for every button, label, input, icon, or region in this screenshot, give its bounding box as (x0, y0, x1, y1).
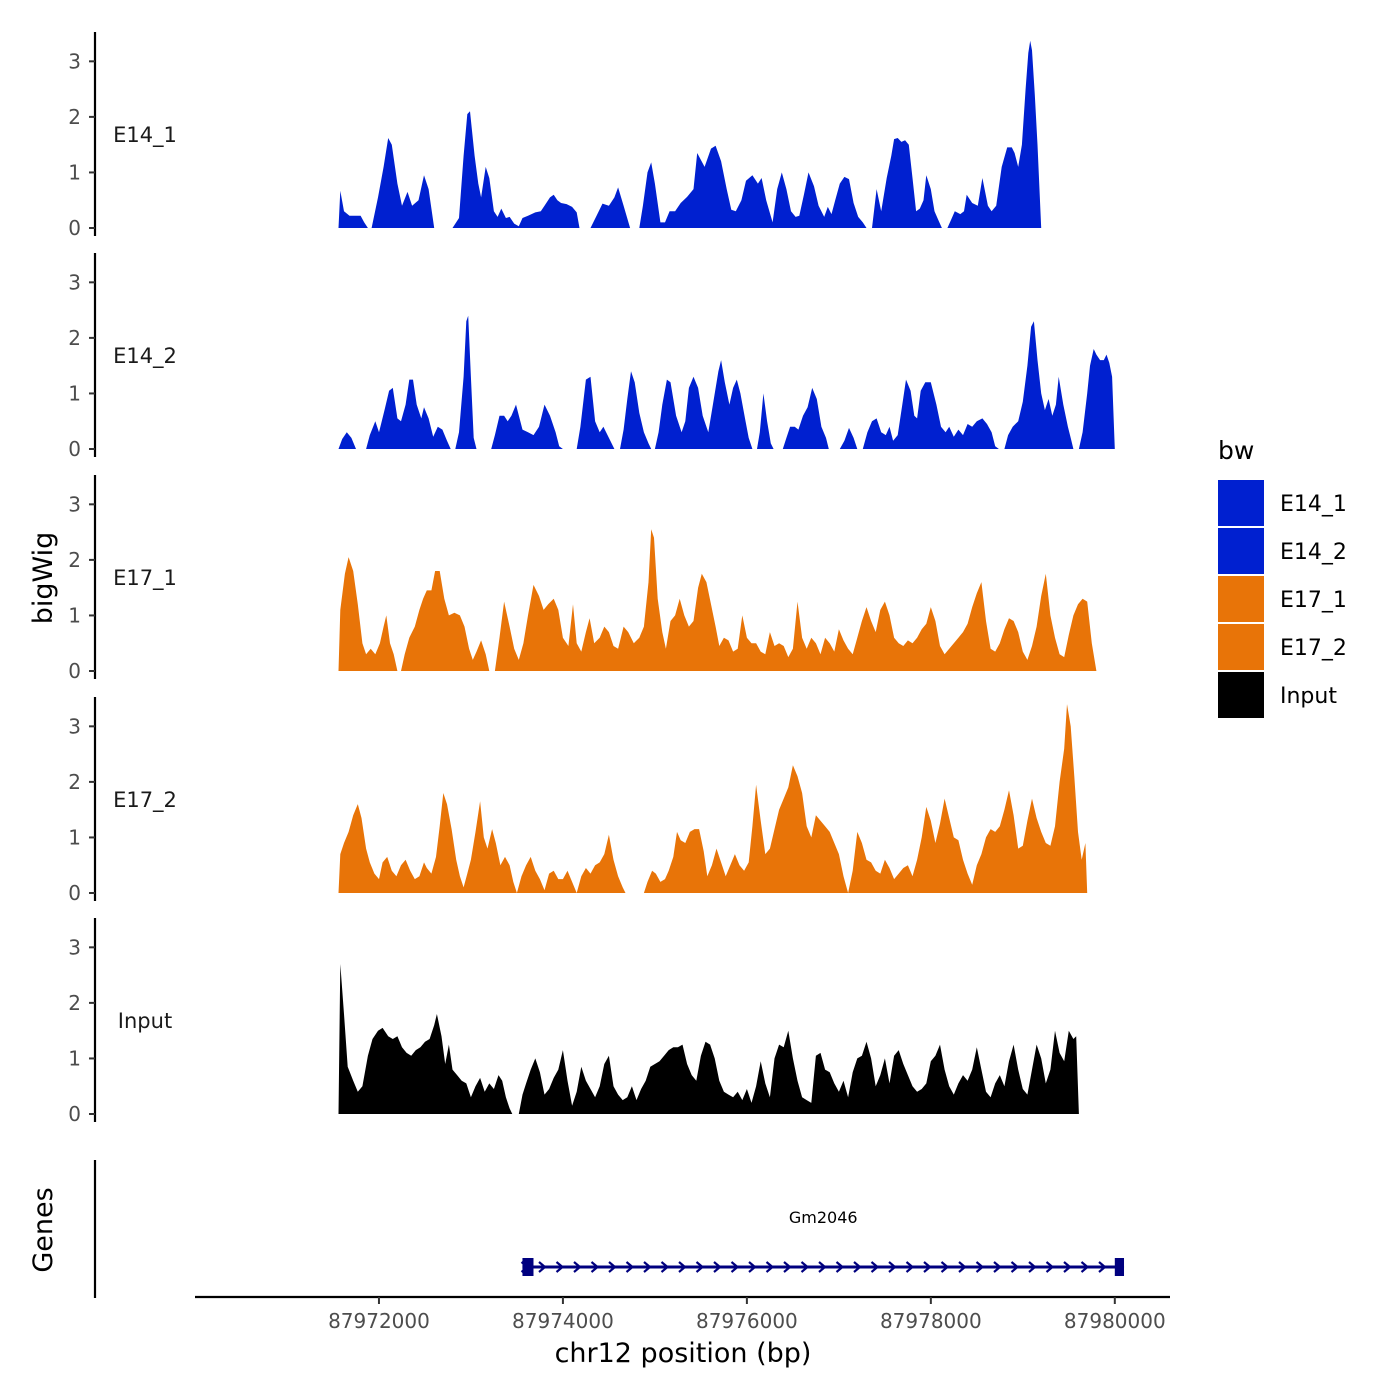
exon (522, 1258, 534, 1276)
strand-arrow (748, 1261, 757, 1273)
legend-swatch (1218, 480, 1264, 526)
strand-arrow (678, 1261, 687, 1273)
legend-label: E14_2 (1280, 540, 1347, 565)
legend-swatch (1218, 624, 1264, 670)
signal-area (338, 315, 1170, 449)
strand-arrow (625, 1261, 635, 1273)
strand-arrow (800, 1261, 810, 1273)
strand-arrow (1098, 1261, 1107, 1273)
track-e14-1: 0 1 2 3 E14_1 (68, 32, 1170, 240)
signal-tracks: 0 1 2 3 E14_1 0 1 2 3 E14_2 0 1 2 3 E17_1 0 1 2 3 E17_2 0 1 2 3… (68, 32, 1170, 1126)
gene: Gm2046 (520, 1208, 1125, 1276)
strand-arrow (958, 1261, 967, 1273)
y-tick-label: 1 (68, 1046, 81, 1070)
strand-arrow (608, 1261, 617, 1273)
x-tick-label: 87972000 (328, 1309, 430, 1333)
signal-area (338, 40, 1170, 228)
track-label: E14_2 (113, 344, 177, 369)
track-e17-2: 0 1 2 3 E17_2 (68, 697, 1170, 905)
x-tick-label: 87976000 (696, 1309, 798, 1333)
signal-area (338, 529, 1170, 671)
y-tick-label: 1 (68, 603, 81, 627)
strand-arrow (713, 1261, 722, 1273)
strand-arrow (853, 1261, 862, 1273)
strand-arrow (993, 1261, 1002, 1273)
strand-arrow (923, 1261, 932, 1273)
legend-swatch (1218, 672, 1264, 718)
signal-area (338, 964, 1170, 1114)
track-input: 0 1 2 3 Input (68, 918, 1170, 1126)
strand-arrow (1045, 1261, 1055, 1273)
strand-arrow (660, 1261, 670, 1273)
y-tick-label: 2 (68, 770, 81, 794)
x-tick-label: 87980000 (1064, 1309, 1166, 1333)
x-tick-label: 87978000 (880, 1309, 982, 1333)
strand-arrow (870, 1261, 880, 1273)
legend-swatch (1218, 576, 1264, 622)
track-label: Input (118, 1009, 172, 1033)
gene-track: Gm2046 (93, 1160, 1125, 1298)
strand-arrow (940, 1261, 950, 1273)
y-tick-label: 0 (68, 216, 81, 240)
x-axis: 87972000 87974000 87976000 87978000 87980000 (195, 1295, 1170, 1333)
strand-arrow (818, 1261, 827, 1273)
track-e17-1: 0 1 2 3 E17_1 (68, 475, 1170, 683)
track-label: E17_1 (113, 566, 177, 591)
legend-label: E17_1 (1280, 588, 1347, 613)
strand-arrow (835, 1261, 845, 1273)
y-tick-label: 2 (68, 105, 81, 129)
strand-arrow (730, 1261, 740, 1273)
y-tick-label: 1 (68, 825, 81, 849)
strand-arrow (1010, 1261, 1020, 1273)
y-axis-title: bigWig (28, 532, 59, 625)
y-tick-label: 1 (68, 160, 81, 184)
strand-arrow (573, 1261, 582, 1273)
strand-arrow (643, 1261, 652, 1273)
x-tick-label: 87974000 (512, 1309, 614, 1333)
x-axis-title: chr12 position (bp) (555, 1338, 812, 1369)
strand-arrow (888, 1261, 897, 1273)
y-tick-label: 3 (68, 49, 81, 73)
strand-arrow (905, 1261, 915, 1273)
strand-arrow (765, 1261, 775, 1273)
y-tick-label: 1 (68, 381, 81, 405)
genes-axis-title: Genes (28, 1187, 59, 1272)
strand-arrow (1063, 1261, 1072, 1273)
y-tick-label: 3 (68, 270, 81, 294)
strand-arrow (695, 1261, 705, 1273)
track-label: E14_1 (113, 123, 177, 148)
y-tick-label: 0 (68, 881, 81, 905)
y-tick-label: 3 (68, 714, 81, 738)
track-label: E17_2 (113, 788, 177, 813)
y-tick-label: 0 (68, 659, 81, 683)
y-tick-label: 2 (68, 326, 81, 350)
strand-arrow (538, 1261, 547, 1273)
y-tick-label: 0 (68, 437, 81, 461)
strand-arrow (975, 1261, 985, 1273)
legend-label: Input (1280, 684, 1337, 709)
strand-arrow (1080, 1261, 1090, 1273)
strand-arrow (555, 1261, 565, 1273)
signal-area (338, 704, 1170, 893)
legend-label: E14_1 (1280, 492, 1347, 517)
gene-label: Gm2046 (789, 1208, 858, 1227)
legend: bw E14_1 E14_2 E17_1 E17_2 Input (1218, 436, 1347, 718)
strand-arrow (1028, 1261, 1037, 1273)
exon (1114, 1258, 1125, 1276)
legend-title: bw (1218, 436, 1254, 465)
strand-arrow (783, 1261, 792, 1273)
legend-swatch (1218, 528, 1264, 574)
track-e14-2: 0 1 2 3 E14_2 (68, 253, 1170, 461)
legend-label: E17_2 (1280, 636, 1347, 661)
strand-arrow (590, 1261, 600, 1273)
y-tick-label: 2 (68, 991, 81, 1015)
y-tick-label: 2 (68, 548, 81, 572)
y-tick-label: 0 (68, 1102, 81, 1126)
y-tick-label: 3 (68, 935, 81, 959)
y-tick-label: 3 (68, 492, 81, 516)
